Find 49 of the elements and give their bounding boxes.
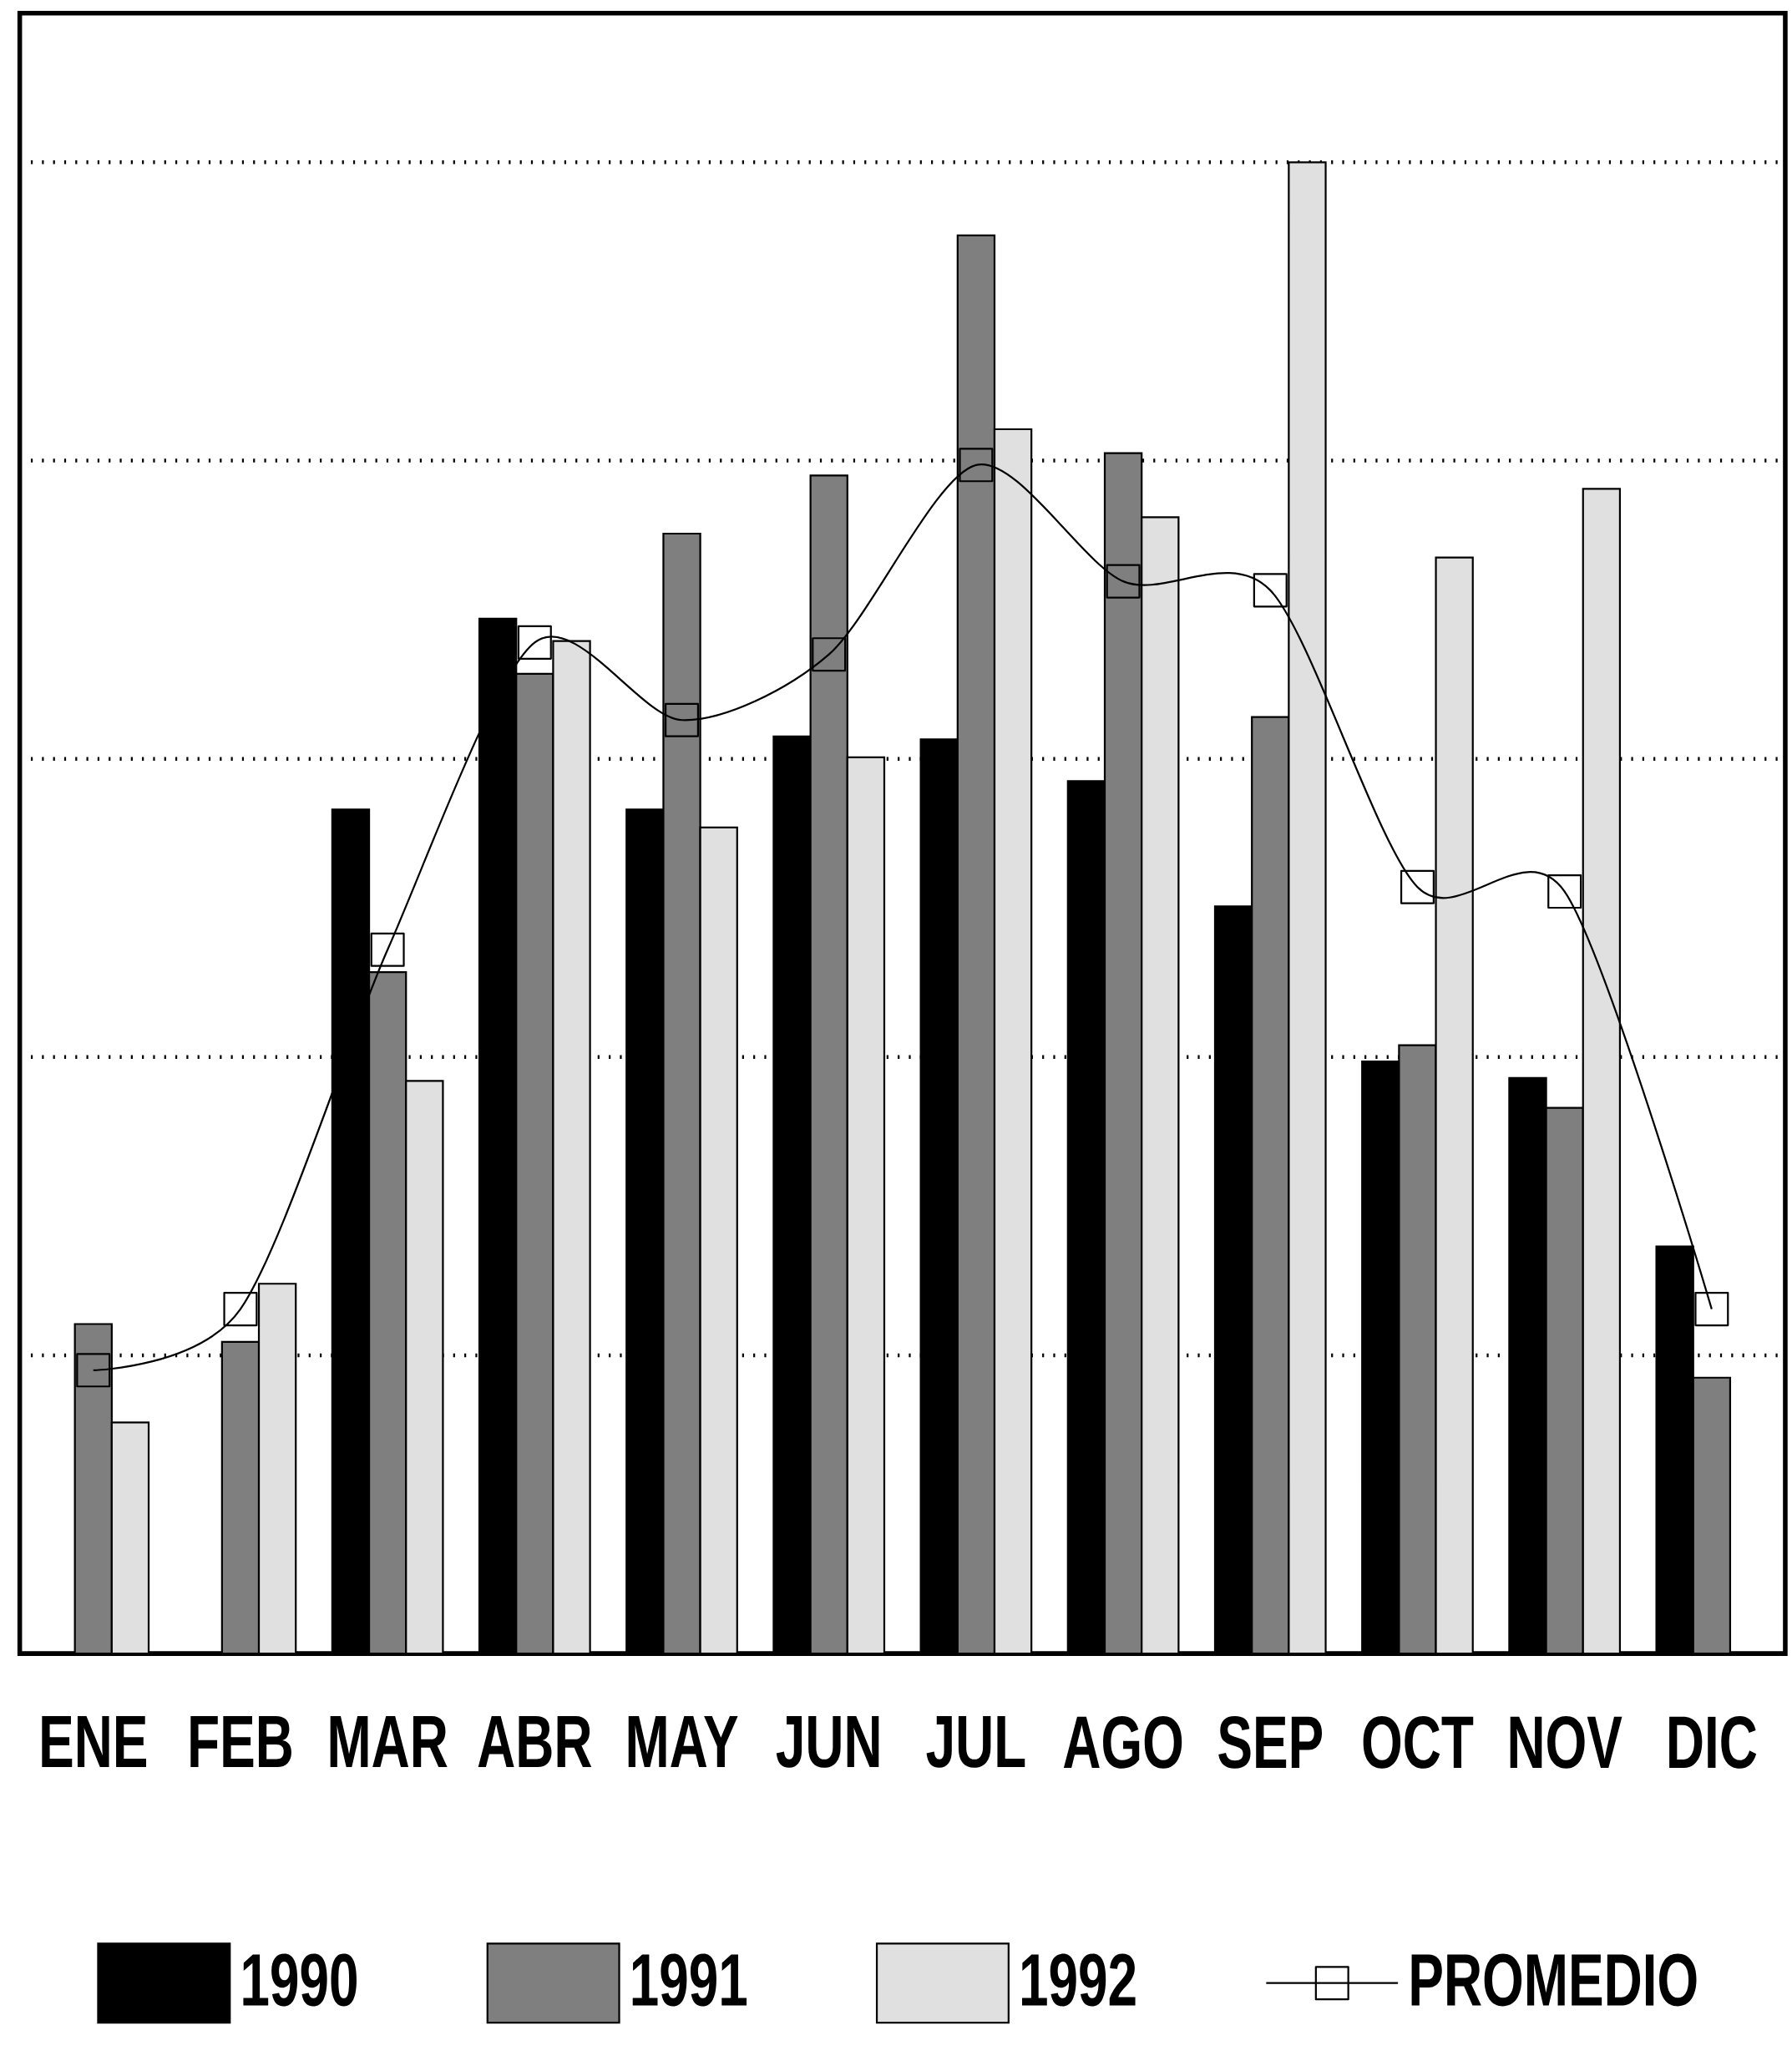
bar [74,1324,112,1654]
bar [1105,453,1142,1654]
x-tick-label: MAY [628,1715,738,1767]
bar [700,827,737,1654]
point [1547,874,1582,909]
x-tick-label: MAR [330,1715,448,1767]
x-tick-label: AGO [1064,1715,1182,1769]
x-tick-label: NOV [1510,1715,1622,1769]
bar [663,534,701,1654]
point [1400,869,1435,904]
x-tick-label: JUL [926,1715,1025,1768]
x-tick-label: FEB [190,1715,292,1767]
point [517,625,552,660]
point [76,1353,111,1388]
bar [1288,162,1326,1654]
point [1253,573,1288,608]
bar [259,1284,296,1654]
legend-label: 1992 [1022,1953,1136,2007]
x-tick-label: SEP [1218,1715,1323,1769]
point [223,1292,258,1327]
bar [1252,717,1289,1654]
x-tick-label: DIC [1669,1715,1757,1769]
legend-label: 1991 [632,1953,747,2007]
legend-label: PROMEDIO [1411,1953,1697,2007]
x-tick-label: ABR [478,1715,592,1767]
point [370,932,405,967]
point [665,702,700,737]
bar [406,1081,443,1654]
bar [847,757,885,1654]
legend-label: 1990 [243,1953,357,2007]
x-tick-label: ENE [42,1715,147,1767]
point [1106,564,1141,599]
bar [810,475,848,1654]
bar [369,972,407,1654]
bar [1435,557,1473,1654]
bar [1546,1107,1583,1654]
bar [553,641,590,1654]
bar [221,1341,260,1654]
bar [1399,1045,1436,1654]
bar [957,235,995,1654]
bar [111,1422,149,1654]
point [1694,1292,1729,1327]
x-tick-label: JUN [776,1715,879,1768]
bar [995,429,1032,1654]
point [812,637,847,672]
point [959,448,994,483]
bar [516,673,554,1654]
bar [1142,517,1179,1654]
x-tick-label: OCT [1363,1715,1474,1769]
